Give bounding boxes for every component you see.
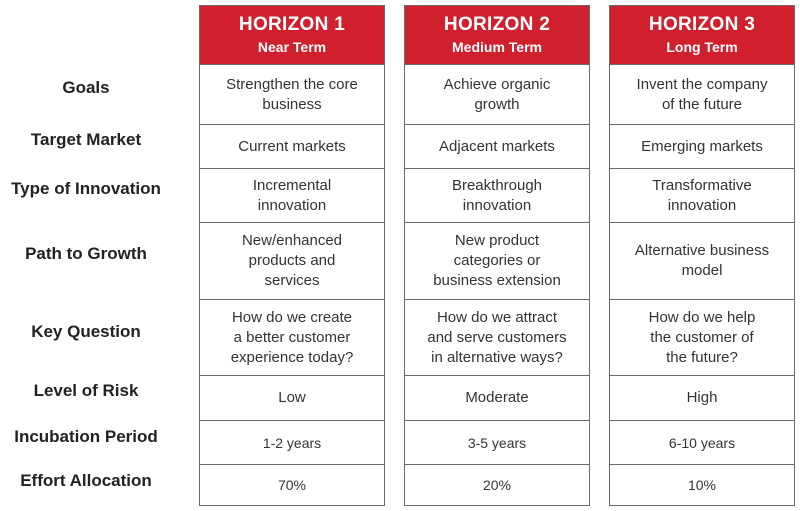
horizon-1-incubation-cell: 1-2 years <box>200 420 384 464</box>
row-label-effort-allocation: Effort Allocation <box>20 471 152 490</box>
horizon-1-target-market-cell: Current markets <box>200 124 384 168</box>
horizon-1-innovation-type-cell: Incremental innovation <box>200 168 384 222</box>
horizon-1-column: HORIZON 1 Near Term Strengthen the core … <box>199 5 385 506</box>
horizon-2-innovation-type-cell: Breakthrough innovation <box>405 168 589 222</box>
horizon-2-key-question-cell: How do we attract and serve customers in… <box>405 299 589 375</box>
horizon-3-key-question-cell: How do we help the customer of the futur… <box>610 299 794 375</box>
horizon-1-key-question-cell: How do we create a better customer exper… <box>200 299 384 375</box>
row-label-incubation-period: Incubation Period <box>14 427 158 446</box>
horizon-2-path-to-growth-cell: New product categories or business exten… <box>405 222 589 299</box>
horizon-3-title: HORIZON 3 <box>648 14 756 35</box>
horizon-1-subtitle: Near Term <box>257 39 327 55</box>
horizon-1-risk-cell: Low <box>200 375 384 420</box>
row-label-key-question: Key Question <box>31 322 141 341</box>
horizon-3-risk-cell: High <box>610 375 794 420</box>
horizon-1-title: HORIZON 1 <box>238 14 346 35</box>
horizon-2-column: HORIZON 2 Medium Term Achieve organic gr… <box>404 5 590 506</box>
horizon-2-effort-cell: 20% <box>405 464 589 505</box>
row-label-target-market: Target Market <box>30 130 142 149</box>
horizon-3-column: HORIZON 3 Long Term Invent the company o… <box>609 5 795 506</box>
horizon-2-title: HORIZON 2 <box>443 14 551 35</box>
horizon-2-incubation-cell: 3-5 years <box>405 420 589 464</box>
horizon-3-innovation-type-cell: Transformative innovation <box>610 168 794 222</box>
horizon-3-target-market-cell: Emerging markets <box>610 124 794 168</box>
horizon-3-header: HORIZON 3 Long Term <box>610 6 794 64</box>
horizon-3-effort-cell: 10% <box>610 464 794 505</box>
row-label-path-to-growth: Path to Growth <box>25 244 147 263</box>
horizon-2-target-market-cell: Adjacent markets <box>405 124 589 168</box>
horizon-1-header: HORIZON 1 Near Term <box>200 6 384 64</box>
row-label-goals: Goals <box>62 78 110 97</box>
horizon-1-effort-cell: 70% <box>200 464 384 505</box>
horizon-1-goals-cell: Strengthen the core business <box>200 64 384 124</box>
row-label-level-of-risk: Level of Risk <box>33 381 139 400</box>
horizon-1-path-to-growth-cell: New/enhanced products and services <box>200 222 384 299</box>
horizon-2-goals-cell: Achieve organic growth <box>405 64 589 124</box>
horizon-2-risk-cell: Moderate <box>405 375 589 420</box>
horizon-3-subtitle: Long Term <box>666 39 738 55</box>
row-label-type-of-innovation: Type of Innovation <box>11 179 161 198</box>
horizon-2-header: HORIZON 2 Medium Term <box>405 6 589 64</box>
horizon-3-incubation-cell: 6-10 years <box>610 420 794 464</box>
horizon-2-subtitle: Medium Term <box>452 39 542 55</box>
horizon-3-path-to-growth-cell: Alternative business model <box>610 222 794 299</box>
horizon-3-goals-cell: Invent the company of the future <box>610 64 794 124</box>
